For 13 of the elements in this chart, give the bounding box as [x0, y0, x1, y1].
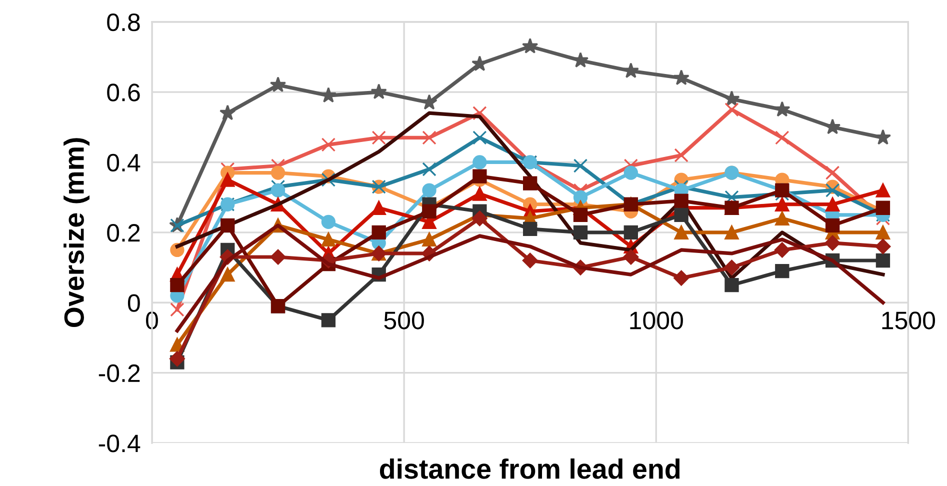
x-tick-label: 500	[384, 312, 424, 330]
x-tick-label: 0	[146, 312, 158, 330]
y-tick-label: -0.4	[98, 434, 140, 452]
x-tick-label: 1500	[882, 312, 936, 330]
y-tick-label: 0.8	[107, 13, 140, 32]
y-tick-label: 0.6	[107, 84, 140, 102]
y-tick-label: 0.4	[107, 154, 140, 172]
x-tick-label: 1000	[630, 312, 683, 330]
y-tick-label: 0	[128, 294, 140, 312]
y-tick-label: -0.2	[98, 364, 140, 382]
y-axis-title: Oversize (mm)	[64, 138, 90, 327]
y-tick-label: 0.2	[107, 224, 140, 242]
x-axis-title: distance from lead end	[380, 458, 680, 479]
